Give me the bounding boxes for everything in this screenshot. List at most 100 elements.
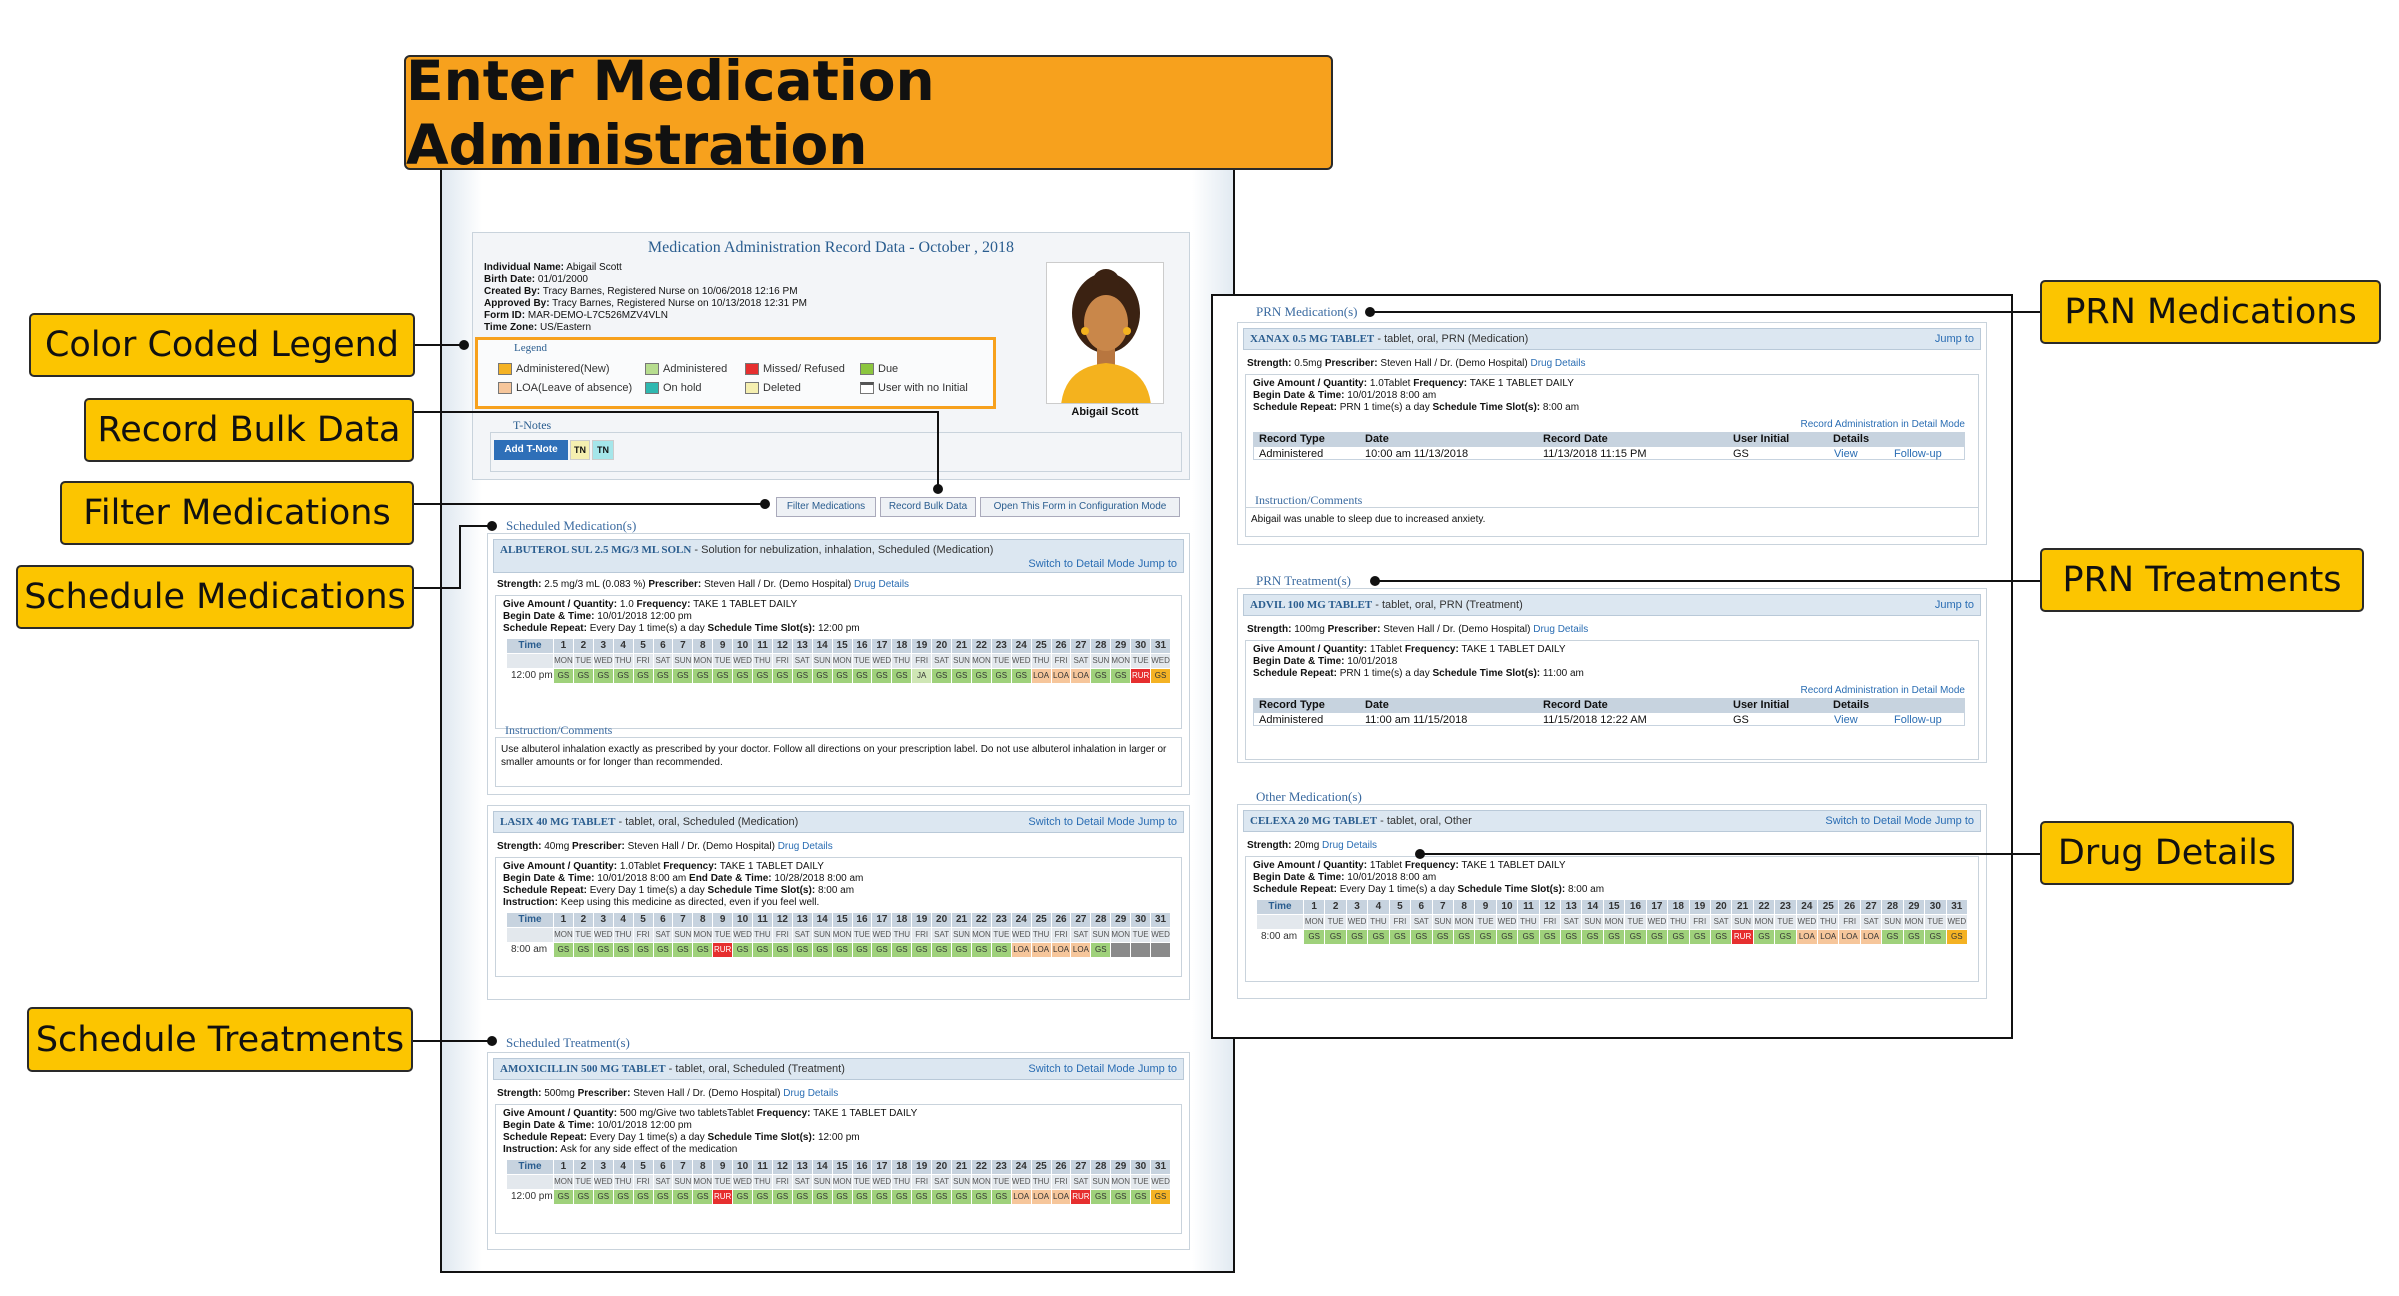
mar-cell[interactable]: GS (1582, 930, 1603, 944)
mar-cell[interactable]: GS (952, 1190, 971, 1204)
view-link[interactable]: View (1834, 448, 1858, 460)
drug-details-link[interactable]: Drug Details (854, 579, 910, 590)
med-name[interactable]: ALBUTEROL SUL 2.5 MG/3 ML SOLN (500, 544, 692, 556)
mar-cell[interactable]: JA (912, 669, 932, 683)
tnote-tag-2[interactable]: TN (592, 440, 614, 460)
med-name[interactable]: ADVIL 100 MG TABLET (1250, 599, 1373, 611)
mar-cell[interactable]: GS (1603, 930, 1625, 944)
follow-up-link[interactable]: Follow-up (1894, 448, 1942, 460)
mar-cell[interactable]: GS (792, 669, 812, 683)
drug-details-link[interactable]: Drug Details (1530, 358, 1586, 369)
record-detail-mode-link[interactable]: Record Administration in Detail Mode (1800, 419, 1965, 430)
mar-cell[interactable]: GS (1111, 669, 1131, 683)
mar-cell[interactable]: GS (812, 943, 832, 957)
mar-cell[interactable]: GS (753, 669, 772, 683)
mar-cell[interactable]: GS (1346, 930, 1368, 944)
mar-cell[interactable]: GS (832, 669, 852, 683)
mar-cell[interactable]: GS (1091, 1190, 1111, 1204)
mar-cell[interactable]: LOA (1860, 930, 1882, 944)
mar-cell[interactable]: GS (753, 1190, 772, 1204)
mar-cell[interactable]: LOA (1051, 1190, 1071, 1204)
mar-cell[interactable]: GS (733, 1190, 753, 1204)
mar-cell[interactable]: GS (1304, 930, 1325, 944)
mar-cell[interactable]: LOA (1796, 930, 1818, 944)
mar-cell[interactable]: LOA (1071, 943, 1091, 957)
jump-to-link[interactable]: Jump to (1934, 599, 1974, 611)
mar-cell[interactable]: LOA (1071, 669, 1091, 683)
mar-cell[interactable]: GS (1091, 669, 1111, 683)
mar-cell[interactable]: GS (892, 669, 912, 683)
mar-cell[interactable]: GS (1710, 930, 1732, 944)
mar-cell[interactable]: GS (772, 669, 792, 683)
mar-cell[interactable]: GS (1775, 930, 1796, 944)
mar-cell[interactable]: GS (573, 943, 593, 957)
mar-cell[interactable]: GS (1432, 930, 1453, 944)
mar-cell[interactable]: GS (1389, 930, 1411, 944)
jump-to-link[interactable]: Jump to (1137, 558, 1177, 570)
mar-cell[interactable]: GS (653, 943, 673, 957)
mar-cell[interactable]: GS (1925, 930, 1946, 944)
mar-cell[interactable]: GS (1453, 930, 1475, 944)
switch-detail-mode-link[interactable]: Switch to Detail Mode (1028, 558, 1135, 570)
switch-detail-mode-link[interactable]: Switch to Detail Mode (1825, 815, 1932, 827)
jump-to-link[interactable]: Jump to (1137, 816, 1177, 828)
mar-cell[interactable]: GS (633, 669, 653, 683)
mar-cell[interactable]: GS (1411, 930, 1432, 944)
configuration-mode-button[interactable]: Open This Form in Configuration Mode (980, 497, 1180, 517)
follow-up-link[interactable]: Follow-up (1894, 714, 1942, 726)
mar-cell[interactable]: GS (812, 1190, 832, 1204)
mar-cell[interactable]: GS (772, 943, 792, 957)
mar-cell[interactable]: RUR (1071, 1190, 1091, 1204)
mar-cell[interactable]: GS (991, 1190, 1011, 1204)
mar-cell[interactable]: GS (971, 669, 991, 683)
record-detail-mode-link[interactable]: Record Administration in Detail Mode (1800, 685, 1965, 696)
mar-cell[interactable]: GS (693, 669, 713, 683)
mar-cell[interactable]: GS (912, 943, 932, 957)
mar-cell[interactable]: GS (733, 943, 753, 957)
add-tnote-button[interactable]: Add T-Note (494, 440, 568, 460)
mar-cell[interactable]: GS (812, 669, 832, 683)
mar-cell[interactable]: GS (792, 943, 812, 957)
mar-cell[interactable]: LOA (1051, 669, 1071, 683)
med-name[interactable]: AMOXICILLIN 500 MG TABLET (500, 1063, 666, 1075)
drug-details-link[interactable]: Drug Details (1322, 840, 1378, 851)
mar-cell[interactable]: GS (1518, 930, 1539, 944)
drug-details-link[interactable]: Drug Details (777, 841, 833, 852)
mar-cell[interactable]: GS (1646, 930, 1668, 944)
mar-cell[interactable]: GS (1475, 930, 1496, 944)
mar-cell[interactable]: GS (554, 669, 573, 683)
mar-cell[interactable]: GS (1151, 1190, 1170, 1204)
drug-details-link[interactable]: Drug Details (783, 1088, 839, 1099)
jump-to-link[interactable]: Jump to (1137, 1063, 1177, 1075)
mar-cell[interactable]: GS (932, 669, 952, 683)
tnote-tag-1[interactable]: TN (570, 440, 590, 460)
mar-cell[interactable]: GS (971, 943, 991, 957)
mar-cell[interactable]: GS (832, 1190, 852, 1204)
mar-cell[interactable]: GS (1753, 930, 1775, 944)
mar-cell[interactable]: GS (772, 1190, 792, 1204)
mar-cell[interactable]: GS (673, 943, 693, 957)
mar-cell[interactable]: GS (573, 669, 593, 683)
mar-cell[interactable]: GS (872, 669, 892, 683)
mar-cell[interactable]: GS (852, 943, 872, 957)
mar-cell[interactable]: GS (872, 1190, 892, 1204)
med-name[interactable]: CELEXA 20 MG TABLET (1250, 815, 1378, 827)
mar-cell[interactable]: LOA (1051, 943, 1071, 957)
mar-cell[interactable]: LOA (1031, 669, 1051, 683)
mar-cell[interactable]: GS (1668, 930, 1689, 944)
mar-cell[interactable]: GS (693, 1190, 713, 1204)
mar-cell[interactable]: GS (613, 1190, 633, 1204)
mar-cell[interactable]: GS (1131, 1190, 1151, 1204)
mar-cell[interactable]: GS (713, 669, 733, 683)
mar-cell[interactable]: LOA (1011, 943, 1031, 957)
mar-cell[interactable]: GS (892, 1190, 912, 1204)
mar-cell[interactable]: GS (593, 669, 613, 683)
mar-cell[interactable]: GS (653, 669, 673, 683)
mar-cell[interactable]: GS (673, 669, 693, 683)
mar-cell[interactable]: GS (852, 669, 872, 683)
mar-cell[interactable]: GS (1625, 930, 1646, 944)
mar-cell[interactable]: RUR (713, 943, 733, 957)
mar-cell[interactable]: GS (952, 943, 971, 957)
mar-cell[interactable]: GS (852, 1190, 872, 1204)
mar-cell[interactable]: GS (1496, 930, 1518, 944)
